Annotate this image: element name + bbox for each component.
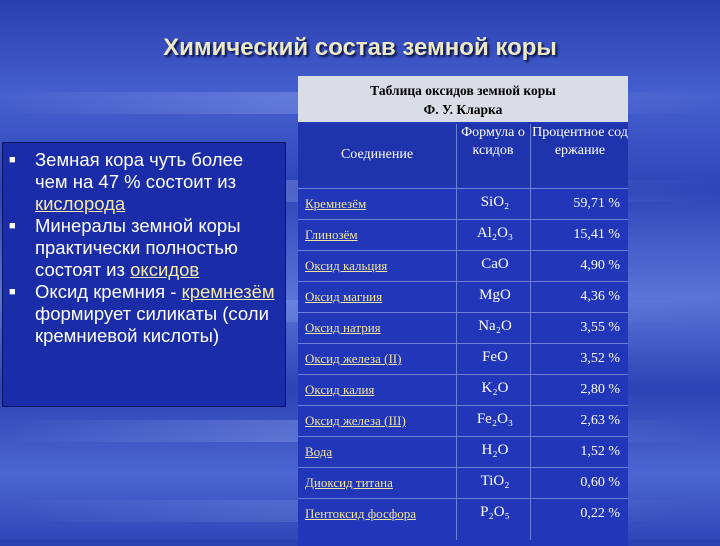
bullet-item: ■ Минералы земной коры практически полно… (7, 215, 279, 281)
bullet-item: ■ Оксид кремния - кремнезём формирует си… (7, 281, 279, 347)
table-row: Оксид железа (II) FeO 3,52 % (298, 343, 628, 374)
percent-value: 1,52 % (580, 444, 620, 459)
table-header (298, 124, 628, 186)
page-title: Химический состав земной коры (163, 34, 557, 61)
compound-name-link[interactable]: Оксид кальция (305, 258, 388, 273)
percent-value: 0,22 % (580, 506, 620, 521)
bullet-text: Минералы земной коры практически полност… (35, 215, 241, 280)
oxide-formula: MgO (479, 287, 511, 303)
oxide-formula: Al₂O₃ (476, 225, 514, 241)
oxide-formula: SiO₂ (480, 194, 510, 210)
percent-value: 2,63 % (580, 413, 620, 428)
row-divider (298, 436, 628, 437)
percent-value: 0,60 % (580, 475, 620, 490)
table-row: Глинозём Al₂O₃ 15,41 % (298, 219, 628, 250)
compound-name-link[interactable]: Оксид натрия (305, 320, 381, 335)
table-row: Оксид натрия Na₂O 3,55 % (298, 312, 628, 343)
bullet-list: ■ Земная кора чуть более чем на 47 % сос… (2, 142, 286, 407)
compound-name-link[interactable]: Глинозём (305, 227, 358, 242)
row-divider (298, 467, 628, 468)
bullet-item: ■ Земная кора чуть более чем на 47 % сос… (7, 149, 279, 215)
oxide-formula: TiO₂ (480, 473, 510, 489)
percent-value: 3,55 % (580, 320, 620, 335)
oxide-formula: Na₂O (478, 318, 512, 334)
percent-value: 4,90 % (580, 258, 620, 273)
row-divider (298, 250, 628, 251)
oxide-formula: FeO (482, 349, 508, 365)
caption-author: Ф. У. Кларка (423, 102, 503, 117)
oxide-formula: CaO (481, 256, 509, 272)
table-row: Оксид магния MgO 4,36 % (298, 281, 628, 312)
column-divider (530, 124, 531, 540)
row-divider (298, 343, 628, 344)
table-row: Оксид железа (III) Fe₂O₃ 2,63 % (298, 405, 628, 436)
bullet-text: Оксид кремния - (35, 281, 182, 302)
table-row: Кремнезём SiO₂ 59,71 % (298, 188, 628, 219)
square-bullet-icon: ■ (9, 220, 16, 232)
row-divider (298, 188, 628, 189)
header-percent: Процентное содержание (532, 125, 628, 158)
oxide-formula: P₂O₅ (480, 504, 510, 520)
oxide-formula: K₂O (481, 380, 509, 396)
compound-name-link[interactable]: Оксид калия (305, 382, 375, 397)
compound-name-link[interactable]: Оксид магния (305, 289, 383, 304)
square-bullet-icon: ■ (9, 154, 16, 166)
compound-name-link[interactable]: Оксид железа (II) (305, 351, 402, 366)
oxide-formula: H₂O (481, 442, 509, 458)
percent-value: 2,80 % (580, 382, 620, 397)
compound-name-link[interactable]: Кремнезём (305, 196, 367, 211)
bullet-text: Земная кора чуть более чем на 47 % состо… (35, 149, 244, 192)
compound-name-link[interactable]: Пентоксид фосфора (305, 506, 417, 521)
table-row: Оксид кальция CaO 4,90 % (298, 250, 628, 281)
header-formula: Формула оксидов (461, 125, 525, 158)
square-bullet-icon: ■ (9, 286, 16, 298)
oxide-formula: Fe₂O₃ (476, 411, 514, 427)
column-divider (456, 124, 457, 540)
oxides-link[interactable]: оксидов (130, 259, 200, 280)
percent-value: 59,71 % (573, 196, 620, 211)
percent-value: 3,52 % (580, 351, 620, 366)
bullet-text: формирует силикаты (соли кремниевой кисл… (35, 303, 269, 346)
percent-value: 15,41 % (573, 227, 620, 242)
table-row: Диоксид титана TiO₂ 0,60 % (298, 467, 628, 498)
oxygen-link[interactable]: кислорода (35, 193, 126, 214)
row-divider (298, 374, 628, 375)
row-divider (298, 219, 628, 220)
percent-value: 4,36 % (580, 289, 620, 304)
row-divider (298, 405, 628, 406)
header-compound: Соединение (340, 147, 414, 162)
silica-link[interactable]: кремнезём (181, 281, 275, 302)
row-divider (298, 281, 628, 282)
caption-line: Таблица оксидов земной коры (370, 83, 556, 98)
row-divider (298, 498, 628, 499)
compound-name-link[interactable]: Диоксид титана (305, 475, 393, 490)
compound-name-link[interactable]: Вода (305, 444, 333, 459)
table-row: Пентоксид фосфора P₂O₅ 0,22 % (298, 498, 628, 529)
table-caption: Таблица оксидов земной коры Ф. У. Кларка (298, 76, 628, 122)
table-row: Оксид калия K₂O 2,80 % (298, 374, 628, 405)
table-row: Вода H₂O 1,52 % (298, 436, 628, 467)
row-divider (298, 312, 628, 313)
compound-name-link[interactable]: Оксид железа (III) (305, 413, 406, 428)
